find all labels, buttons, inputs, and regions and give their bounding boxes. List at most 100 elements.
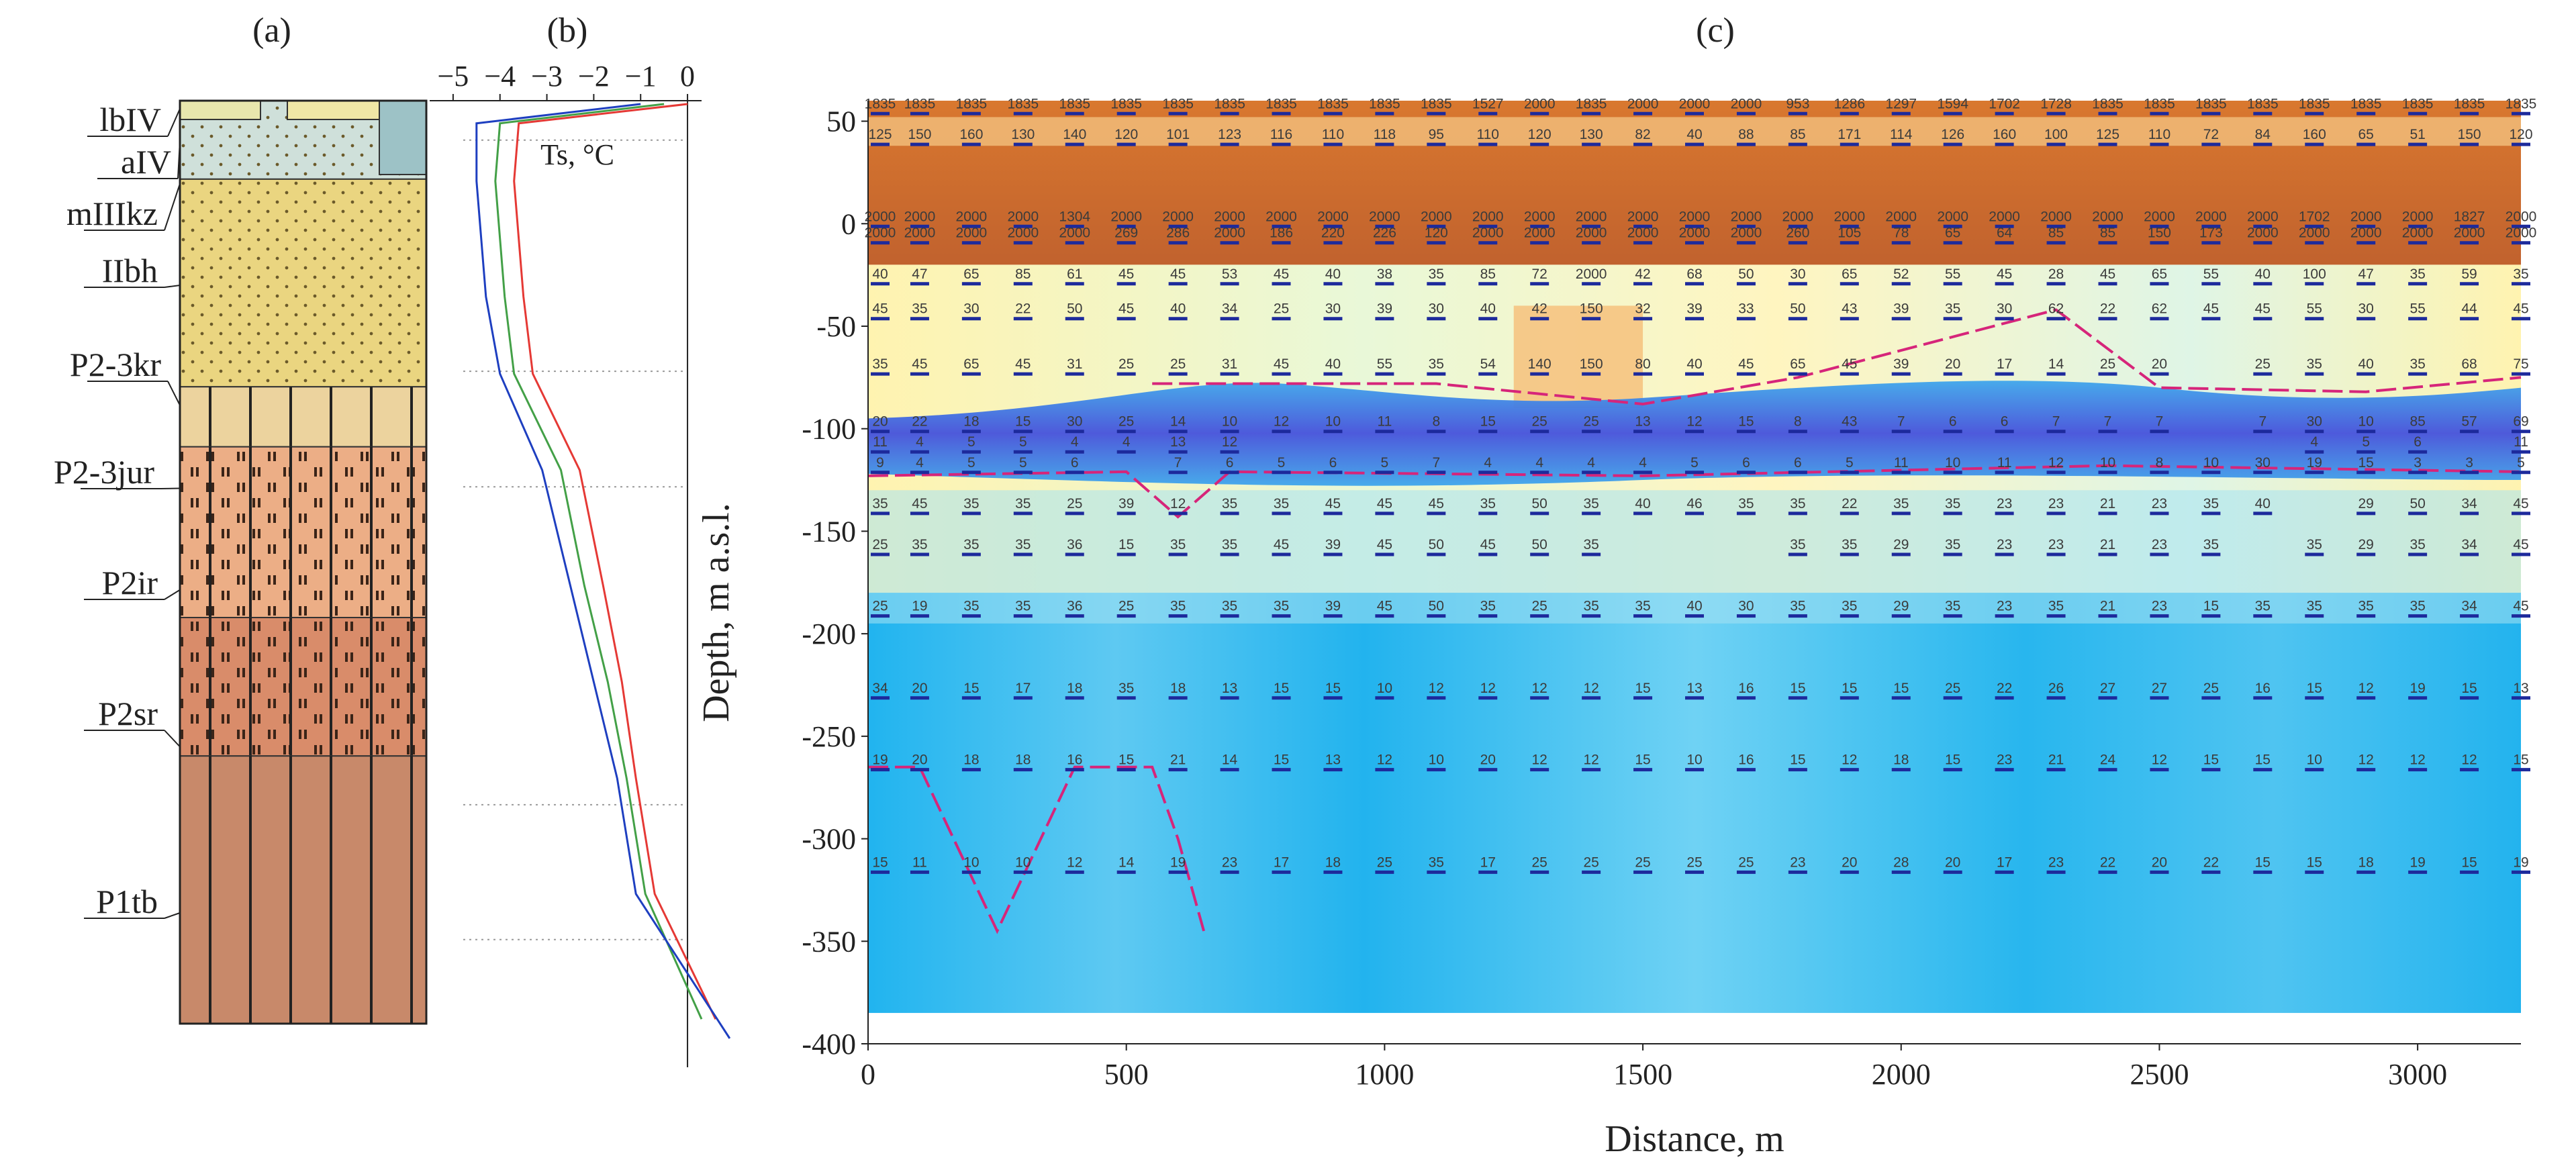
resistivity-value: 17 <box>1997 854 2012 870</box>
resistivity-value: 25 <box>1067 496 1082 511</box>
resistivity-value: 85 <box>1790 127 1805 142</box>
resistivity-value: 45 <box>1377 496 1392 511</box>
resistivity-value: 7 <box>1897 414 1905 430</box>
resistivity-value: 15 <box>2255 752 2271 768</box>
resistivity-value: 35 <box>1945 537 1960 552</box>
resistivity-value: 39 <box>1325 537 1341 552</box>
resistivity-value: 2000 <box>865 209 896 224</box>
resistivity-value: 15 <box>1118 537 1134 552</box>
resistivity-value: 15 <box>1015 414 1031 430</box>
temp-x-tick-label: −1 <box>625 60 657 93</box>
resistivity-value: 15 <box>1635 681 1650 696</box>
resistivity-value: 35 <box>2358 599 2374 614</box>
resistivity-value: 19 <box>912 599 927 614</box>
resistivity-value: 4 <box>916 434 924 450</box>
resistivity-value: 24 <box>2100 752 2116 768</box>
resistivity-value: 20 <box>2152 854 2167 870</box>
resistivity-value: 12 <box>1067 854 1082 870</box>
resistivity-value: 226 <box>1373 226 1396 241</box>
panel-label-c: (c) <box>1696 11 1735 50</box>
resistivity-value: 85 <box>1480 266 1496 282</box>
resistivity-value: 35 <box>1015 537 1031 552</box>
resistivity-value: 53 <box>1222 266 1237 282</box>
resistivity-value: 15 <box>1790 681 1805 696</box>
resistivity-value: 2000 <box>1833 209 1865 224</box>
resistivity-value: 25 <box>1583 854 1599 870</box>
resistivity-value: 40 <box>2358 356 2374 372</box>
resistivity-value: 1835 <box>1317 96 1349 111</box>
resistivity-value: 2000 <box>2506 226 2537 241</box>
resistivity-value: 75 <box>2513 356 2528 372</box>
resistivity-value: 13 <box>1635 414 1650 430</box>
resistivity-value: 8 <box>2156 455 2164 471</box>
resistivity-value: 35 <box>1480 496 1496 511</box>
section-y-tick-label: -50 <box>816 310 856 343</box>
resistivity-value: 35 <box>1480 599 1496 614</box>
resistivity-value: 10 <box>2100 455 2115 471</box>
resistivity-value: 39 <box>1118 496 1134 511</box>
resistivity-value: 85 <box>2048 226 2064 241</box>
resistivity-value: 25 <box>2100 356 2115 372</box>
resistivity-value: 40 <box>1325 356 1341 372</box>
resistivity-value: 6 <box>1329 455 1337 471</box>
resistivity-value: 13 <box>2513 681 2528 696</box>
resistivity-value: 1835 <box>904 96 936 111</box>
resistivity-value: 116 <box>1270 127 1292 142</box>
section-x-tick-label: 2500 <box>2130 1058 2189 1091</box>
resistivity-value: 17 <box>1274 854 1289 870</box>
resistivity-value: 105 <box>1838 226 1861 241</box>
resistivity-value: 62 <box>2048 301 2064 317</box>
resistivity-value: 65 <box>2152 266 2167 282</box>
resistivity-value: 22 <box>912 414 927 430</box>
resistivity-value: 2000 <box>1110 209 1142 224</box>
strat-pattern <box>180 179 426 387</box>
resistivity-value: 35 <box>2410 599 2425 614</box>
strat-label-IIbh: IIbh <box>102 252 158 289</box>
resistivity-value: 55 <box>2307 301 2322 317</box>
resistivity-value: 10 <box>1377 681 1392 696</box>
resistivity-value: 45 <box>2100 266 2115 282</box>
resistivity-value: 2000 <box>2247 226 2279 241</box>
resistivity-value: 1286 <box>1833 96 1865 111</box>
strat-leader <box>164 589 181 600</box>
resistivity-value: 13 <box>1686 681 1702 696</box>
resistivity-value: 18 <box>963 414 979 430</box>
resistivity-value: 12 <box>2410 752 2425 768</box>
resistivity-value: 27 <box>2100 681 2115 696</box>
temp-x-tick-label: 0 <box>680 60 695 93</box>
resistivity-value: 5 <box>2517 455 2525 471</box>
strat-leader <box>167 108 181 137</box>
resistivity-value: 21 <box>1170 752 1186 768</box>
resistivity-value: 39 <box>1893 356 1909 372</box>
resistivity-value: 50 <box>1429 537 1444 552</box>
resistivity-value: 10 <box>1686 752 1702 768</box>
section-x-tick-label: 1000 <box>1355 1058 1414 1091</box>
resistivity-value: 31 <box>1222 356 1237 372</box>
resistivity-value: 1835 <box>2350 96 2382 111</box>
resistivity-value: 45 <box>1274 356 1289 372</box>
resistivity-value: 15 <box>2203 599 2219 614</box>
resistivity-value: 50 <box>1429 599 1444 614</box>
resistivity-value: 14 <box>2048 356 2064 372</box>
resistivity-value: 22 <box>1842 496 1857 511</box>
resistivity-value: 57 <box>2461 414 2477 430</box>
zone-below-section <box>868 1013 2521 1044</box>
resistivity-value: 2000 <box>1576 266 1607 282</box>
resistivity-value: 120 <box>1528 127 1552 142</box>
section-x-tick-label: 500 <box>1104 1058 1149 1091</box>
resistivity-value: 2000 <box>2144 209 2175 224</box>
resistivity-value: 15 <box>2461 681 2477 696</box>
resistivity-value: 25 <box>1118 599 1134 614</box>
section-y-tick-label: 0 <box>841 207 856 240</box>
resistivity-value: 23 <box>2152 537 2167 552</box>
resistivity-value: 12 <box>2152 752 2167 768</box>
resistivity-value: 30 <box>1325 301 1341 317</box>
resistivity-value: 25 <box>1686 854 1702 870</box>
resistivity-value: 953 <box>1786 96 1809 111</box>
resistivity-value: 35 <box>2048 599 2064 614</box>
resistivity-value: 26 <box>2048 681 2064 696</box>
resistivity-value: 2000 <box>1627 96 1659 111</box>
resistivity-value: 1835 <box>956 96 988 111</box>
strat-pattern <box>180 618 426 756</box>
resistivity-value: 2000 <box>1679 209 1711 224</box>
